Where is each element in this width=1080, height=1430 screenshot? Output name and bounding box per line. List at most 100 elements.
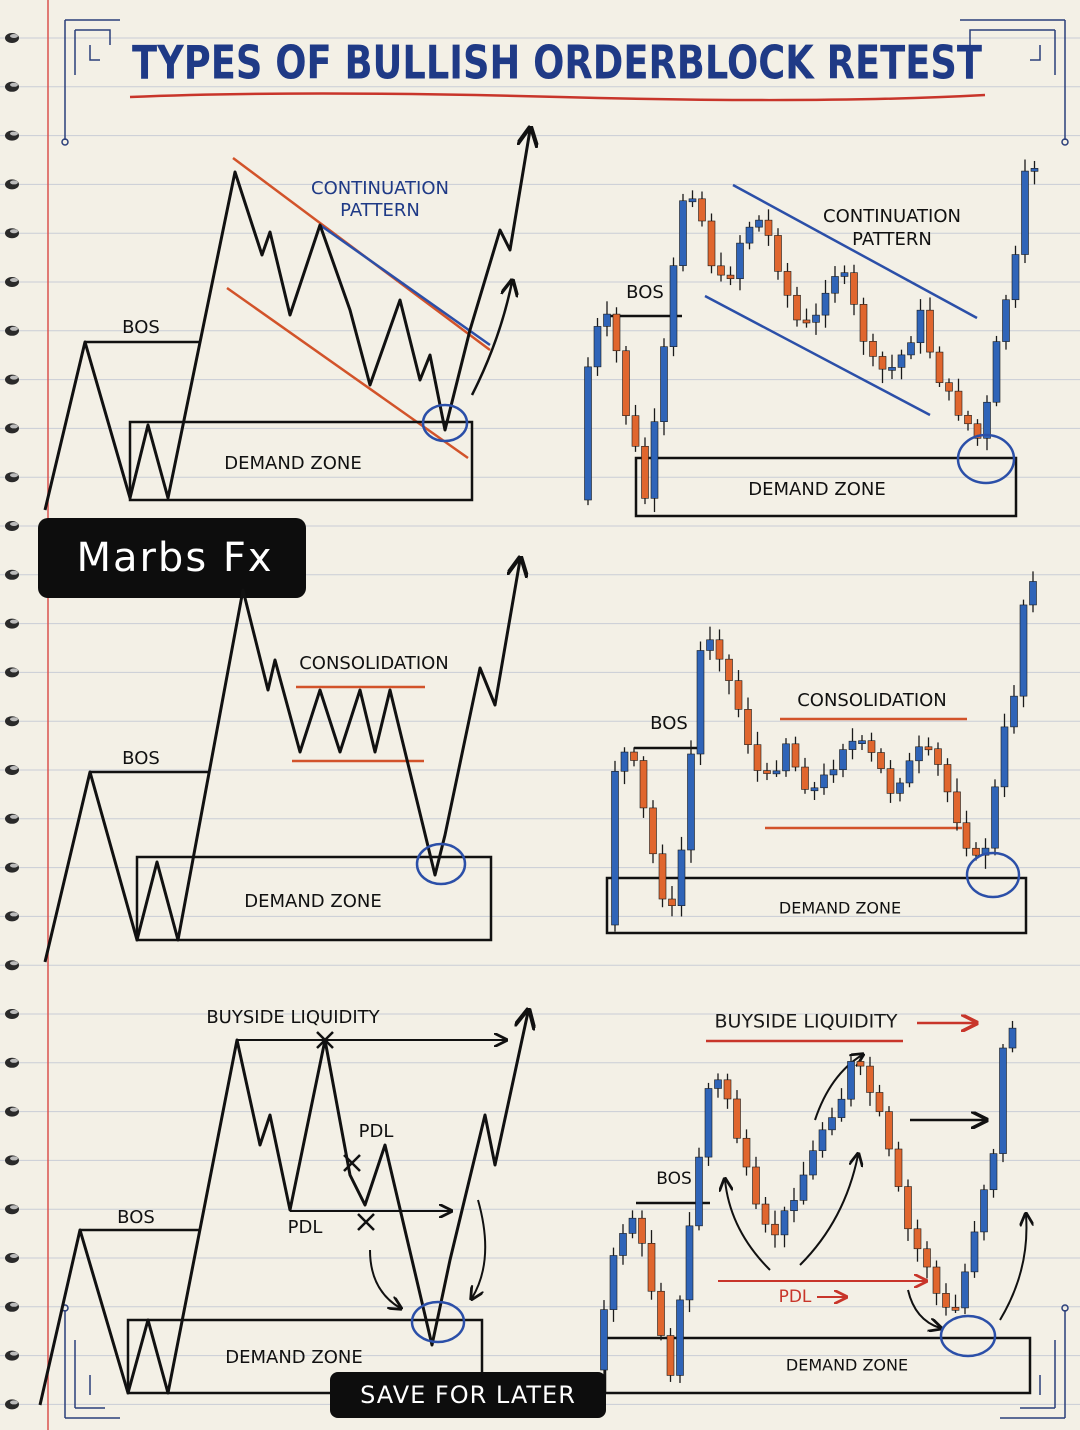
price-sketch (38, 1012, 528, 1406)
arrow (907, 1289, 940, 1328)
cta-badge (330, 1372, 606, 1418)
candle-body (935, 351, 944, 383)
candle-body (790, 1200, 798, 1212)
demand-zone (128, 420, 474, 502)
arrow (725, 1180, 771, 1271)
candle-body (658, 853, 667, 900)
pattern-label: CONSOLIDATION (797, 690, 947, 711)
candle-body (837, 1098, 846, 1118)
candle-body (907, 342, 915, 356)
zone-label: DEMAND ZONE (225, 1347, 362, 1368)
panel: BUYSIDE LIQUIDITY PDL BOS DEMAND ZONE (600, 1011, 1031, 1395)
candle-body (810, 787, 819, 792)
candle-body (992, 341, 1001, 403)
candle-body (660, 346, 668, 423)
candle-body (584, 366, 592, 501)
pattern-label: PATTERN (852, 229, 932, 250)
candle-body (1021, 170, 1029, 255)
corner-ornament (61, 19, 1069, 1419)
spiral-ring (10, 326, 18, 331)
spiral-ring (10, 131, 18, 136)
bos-label: BOS (117, 1207, 155, 1228)
candle-body (859, 304, 868, 342)
pattern-label: CONTINUATION (311, 178, 449, 199)
candle-body (696, 650, 705, 755)
brand-badge (38, 518, 306, 598)
candle-body (875, 1092, 884, 1112)
candle-body (856, 1061, 865, 1067)
trend-line (226, 286, 469, 460)
candle-body (991, 786, 999, 849)
candle-body (878, 356, 887, 370)
candle-body (669, 265, 678, 347)
candle-body (641, 445, 649, 499)
spiral-ring (10, 1351, 18, 1356)
candle-body (639, 760, 648, 809)
candle-body (923, 1248, 931, 1268)
demand-zone (126, 1318, 484, 1395)
pattern-label: PATTERN (340, 200, 420, 221)
candle-body (603, 313, 611, 327)
candle-body (972, 847, 980, 856)
candle-body (820, 774, 828, 789)
candle-body (1000, 726, 1009, 788)
candle-body (839, 749, 847, 771)
candle-body (943, 764, 952, 793)
demand-zone (634, 456, 1018, 518)
candle-body (964, 414, 972, 425)
spiral-ring (10, 82, 18, 87)
spiral-ring (10, 814, 18, 819)
bos-label: BOS (656, 1169, 692, 1189)
candle-body (609, 1255, 618, 1310)
arrow (799, 1155, 858, 1266)
spiral-ring (10, 1156, 18, 1161)
candle-body (812, 314, 820, 323)
candle-body (631, 415, 640, 447)
arrow (472, 1199, 487, 1298)
price-sketch (43, 130, 530, 511)
spiral-ring (10, 766, 18, 770)
zone-label: DEMAND ZONE (244, 891, 381, 912)
candle-body (885, 1111, 893, 1150)
candle-body (657, 1290, 665, 1336)
candle-body (828, 1117, 836, 1131)
pattern-label: CONSOLIDATION (299, 653, 449, 674)
channel-line (704, 294, 931, 417)
cta: SAVE FOR LATER (360, 1381, 576, 1409)
spiral-ring (10, 1205, 18, 1210)
candle-body (886, 768, 895, 794)
candle-body (866, 1065, 874, 1093)
zone-label: DEMAND ZONE (779, 899, 901, 918)
candle-body (1029, 581, 1037, 606)
candle-body (831, 276, 839, 294)
candle-body (915, 746, 923, 762)
candle-body (1011, 254, 1020, 301)
retest-circle (965, 851, 1021, 899)
candle-body (989, 1153, 998, 1191)
candle-body (896, 782, 904, 794)
candle-body (1019, 604, 1028, 697)
zone-label: DEMAND ZONE (748, 479, 885, 500)
spiral-ring (10, 912, 18, 917)
candle-body (679, 200, 687, 266)
candle-body (840, 272, 849, 277)
candle-body (706, 639, 714, 651)
candle-body (782, 743, 790, 772)
candle-body (1008, 1027, 1017, 1049)
candle-body (649, 807, 657, 855)
spiral-ring (10, 375, 18, 380)
candle-body (593, 326, 602, 368)
candle-body (742, 1137, 751, 1168)
candle-body (913, 1228, 922, 1250)
candle-body (858, 740, 866, 744)
candle-body (1002, 299, 1010, 342)
retest-circle (421, 403, 469, 443)
brand: Marbs Fx (76, 535, 273, 581)
candle-body (723, 1079, 732, 1100)
candle-body (638, 1217, 646, 1244)
demand-zone (605, 876, 1028, 935)
candle-body (753, 744, 762, 771)
candle-body (733, 1098, 741, 1139)
retest-circle (410, 1300, 466, 1344)
